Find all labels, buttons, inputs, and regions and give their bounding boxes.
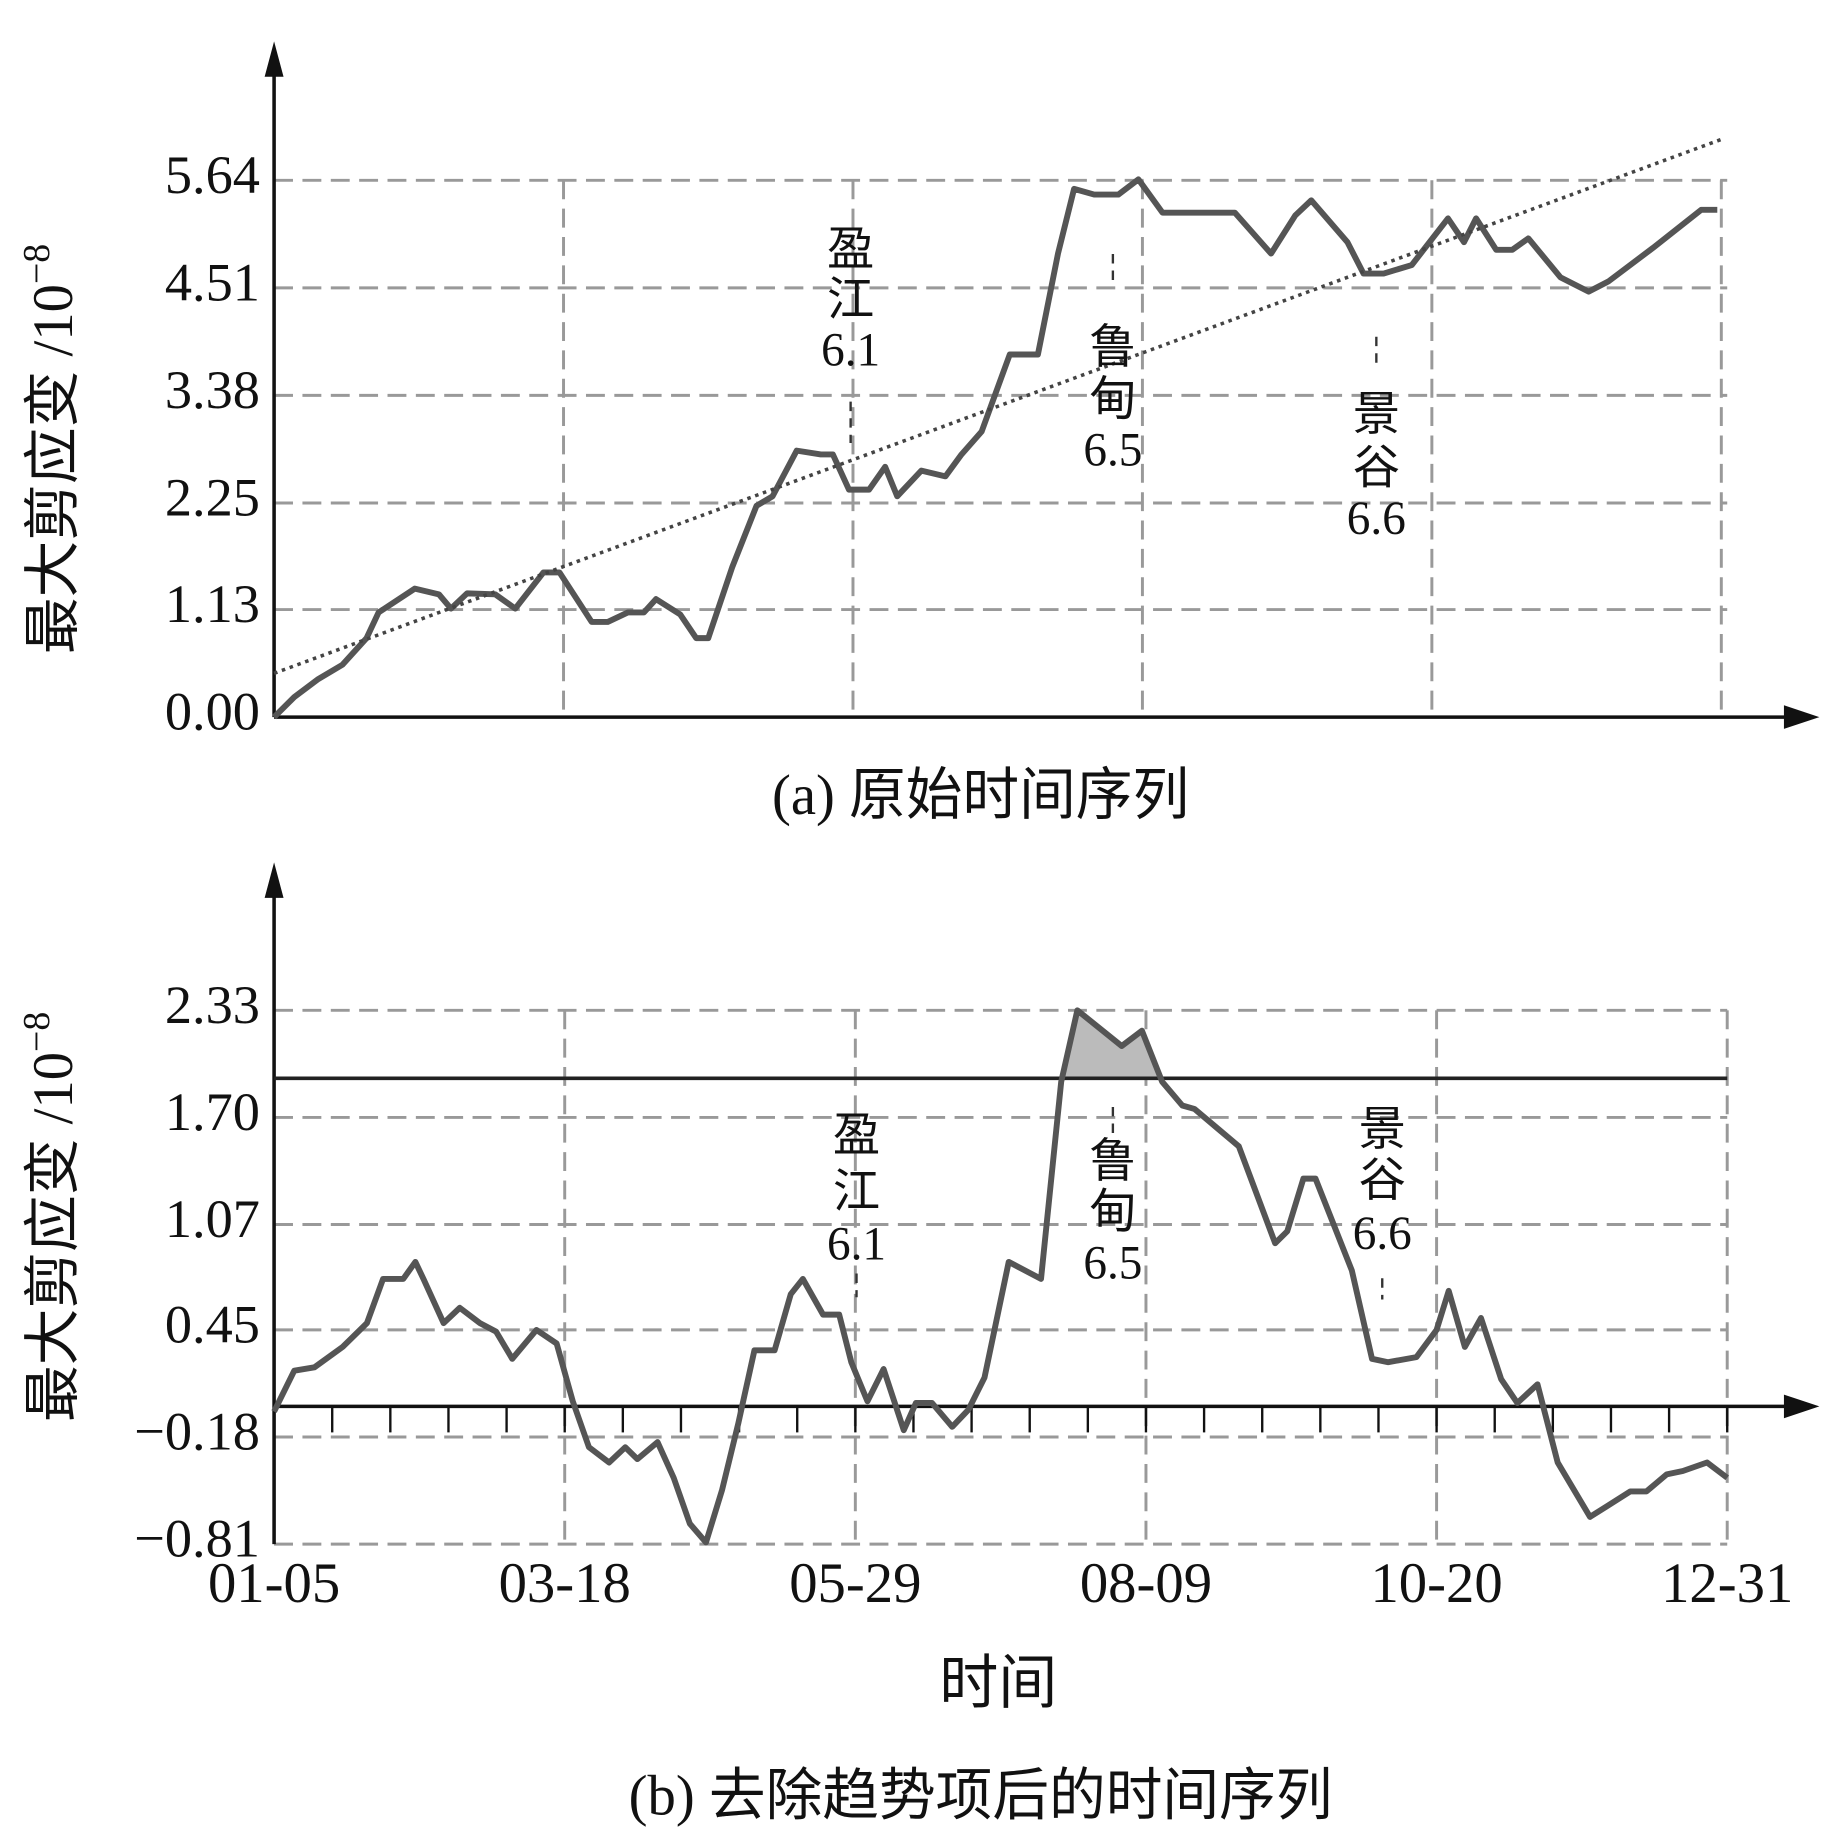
annotation-text: 甸 (1089, 374, 1136, 426)
annotation-text: 6.6 (1353, 1208, 1412, 1260)
x-axis-arrow (1783, 705, 1820, 729)
annotation-text: 谷 (1353, 442, 1400, 494)
y-tick-label: 5.64 (165, 145, 260, 205)
y-axis-label-exponent: −8 (16, 1012, 58, 1052)
annotation-text: 6.6 (1347, 493, 1406, 545)
y-tick-label: −0.81 (134, 1509, 260, 1569)
annotation-text: 景 (1353, 389, 1400, 441)
y-tick-label: 4.51 (165, 252, 260, 312)
y-tick-label: 1.07 (165, 1189, 260, 1249)
annotation-text: 6.5 (1083, 1237, 1142, 1289)
annotation-text: 盈 (833, 1110, 880, 1162)
annotation-text: 景 (1359, 1104, 1406, 1156)
y-axis-label-text: 最大剪应变 /10 (22, 1052, 85, 1422)
x-tick-label: 10-20 (1370, 1552, 1502, 1615)
annotation-text: 鲁 (1089, 1136, 1136, 1188)
annotation-text: 江 (827, 275, 874, 327)
y-axis-label: 最大剪应变 /10−8 (16, 244, 85, 654)
annotation-text: 鲁 (1089, 322, 1136, 374)
data-line (272, 176, 1718, 720)
annotation-text: 6.1 (821, 324, 880, 376)
x-tick-label: 01-05 (208, 1552, 340, 1615)
annotation-text: 甸 (1089, 1187, 1136, 1239)
y-axis-label-exponent: −8 (16, 244, 58, 284)
data-line (271, 1007, 1730, 1546)
annotation-text: 谷 (1359, 1155, 1406, 1207)
y-tick-label: 1.70 (165, 1082, 260, 1142)
y-axis-arrow (264, 862, 284, 898)
x-tick-label: 12-31 (1661, 1552, 1793, 1615)
caption: (a) 原始时间序列 (772, 764, 1189, 827)
y-axis-label-text: 最大剪应变 /10 (22, 284, 85, 654)
y-tick-label: 0.45 (165, 1294, 260, 1354)
y-axis-label: 最大剪应变 /10−8 (16, 1012, 85, 1422)
x-axis-label: 时间 (939, 1650, 1057, 1716)
caption: (b) 去除趋势项后的时间序列 (629, 1765, 1333, 1828)
y-tick-label: 3.38 (165, 360, 260, 420)
y-tick-label: 2.33 (165, 975, 260, 1035)
annotation-text: 江 (833, 1167, 880, 1219)
x-tick-label: 08-09 (1080, 1552, 1212, 1615)
annotation-text: 6.5 (1083, 425, 1142, 477)
y-tick-label: 1.13 (165, 574, 260, 634)
y-tick-label: 0.00 (165, 682, 260, 742)
x-tick-label: 05-29 (789, 1552, 921, 1615)
trend-line (273, 137, 1722, 675)
x-axis-arrow (1783, 1394, 1820, 1419)
y-tick-label: 2.25 (165, 467, 260, 527)
exceedance-area (1061, 1010, 1161, 1079)
annotation-text: 6.1 (827, 1219, 886, 1271)
y-tick-label: −0.18 (134, 1401, 260, 1461)
y-axis-arrow (264, 41, 284, 77)
x-tick-label: 03-18 (499, 1552, 631, 1615)
annotation-text: 盈 (827, 224, 874, 276)
